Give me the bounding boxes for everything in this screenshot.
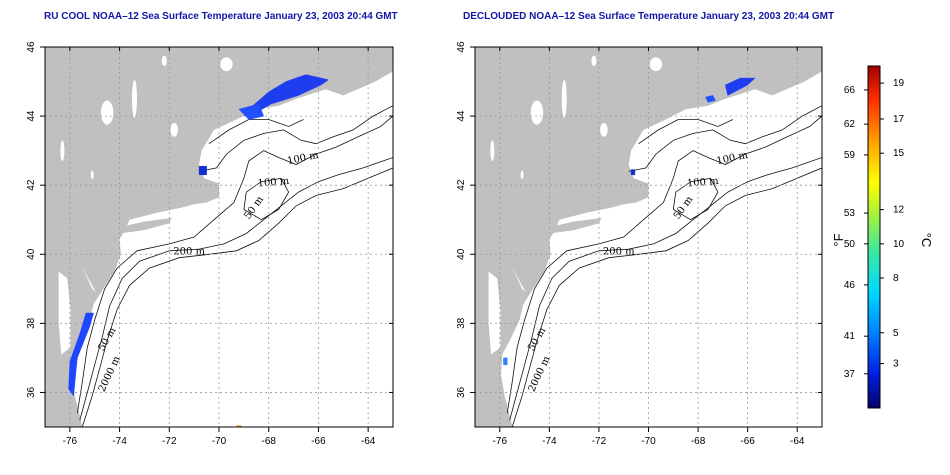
y-tick-label: 36 [26, 386, 37, 398]
contour-label: 200 m [173, 246, 205, 257]
long-island [549, 218, 602, 234]
land-mass [45, 47, 393, 427]
sst-patch [630, 169, 636, 176]
x-tick-label: -64 [790, 436, 805, 447]
sst-patch [725, 77, 756, 96]
inland-lake [530, 100, 544, 125]
y-tick-label: 42 [26, 179, 37, 191]
inland-lake [591, 55, 597, 66]
chesapeake-bay [58, 271, 71, 355]
depth-contour [243, 177, 290, 221]
x-tick-label: -74 [542, 436, 557, 447]
depth-contour [81, 167, 393, 427]
celsius-unit-label: °C [919, 233, 934, 248]
inland-lake [60, 140, 65, 161]
chesapeake-bay [488, 271, 501, 355]
depth-contour [628, 105, 822, 172]
x-tick-label: -76 [63, 436, 78, 447]
inland-lake [520, 170, 524, 179]
colorbar-c-label: 10 [893, 239, 905, 250]
x-tick-label: -76 [493, 436, 508, 447]
x-tick-label: -72 [592, 436, 607, 447]
contour-label: 100 m [257, 176, 290, 190]
nova-scotia [313, 47, 393, 96]
x-tick-label: -70 [641, 436, 656, 447]
colorbar-c-label: 15 [893, 148, 905, 159]
fahrenheit-unit-label: °F [831, 233, 846, 246]
inland-lake [600, 123, 608, 137]
colorbar-f-label: 37 [844, 369, 856, 380]
depth-contour [199, 105, 393, 172]
x-tick-label: -72 [162, 436, 177, 447]
colorbar-f-label: 59 [844, 150, 856, 161]
colorbar-c-label: 5 [893, 328, 899, 339]
inland-lake [170, 123, 178, 137]
y-tick-label: 40 [456, 248, 467, 260]
long-island [119, 218, 172, 234]
y-tick-label: 44 [26, 110, 37, 122]
x-tick-label: -70 [212, 436, 227, 447]
y-tick-label: 46 [26, 41, 37, 53]
sst-patch [236, 425, 242, 427]
colorbar-c-label: 12 [893, 205, 905, 216]
sst-patch [238, 103, 265, 120]
x-tick-label: -74 [112, 436, 127, 447]
inland-lake [490, 140, 495, 161]
inland-lake [649, 57, 663, 72]
inland-lake [561, 79, 567, 118]
x-tick-label: -66 [311, 436, 326, 447]
colorbar-f-label: 62 [844, 119, 856, 130]
depth-contour [208, 119, 304, 145]
colorbar-c-label: 19 [893, 78, 905, 89]
right-map-title: DECLOUDED NOAA–12 Sea Surface Temperatur… [463, 11, 835, 22]
nova-scotia [742, 47, 822, 96]
inland-lake [220, 57, 233, 72]
colorbar-f-label: 50 [844, 239, 856, 250]
colorbar-f-label: 41 [844, 331, 856, 342]
colorbar-f-label: 66 [844, 85, 856, 96]
depth-contour [509, 157, 822, 421]
depth-contour [79, 157, 393, 421]
y-tick-label: 38 [456, 317, 467, 329]
y-tick-label: 40 [26, 248, 37, 260]
y-tick-label: 38 [26, 317, 37, 329]
y-tick-label: 44 [456, 110, 467, 122]
colorbar-c-label: 3 [893, 359, 899, 370]
contour-label: 200 m [603, 246, 635, 257]
left-map-title: RU COOL NOAA–12 Sea Surface Temperature … [44, 11, 398, 22]
depth-contour [511, 167, 822, 427]
land-mass [475, 47, 822, 427]
sst-patch [68, 312, 94, 397]
inland-lake [132, 79, 137, 118]
sst-patch [705, 95, 716, 103]
colorbar-f-label: 46 [844, 280, 856, 291]
x-tick-label: -68 [261, 436, 276, 447]
contour-label: 100 m [687, 176, 720, 190]
depth-contour [506, 115, 822, 414]
depth-contour [672, 177, 719, 221]
depth-contour [638, 119, 733, 145]
colorbar-c-label: 17 [893, 114, 905, 125]
x-tick-label: -64 [361, 436, 376, 447]
x-tick-label: -66 [740, 436, 755, 447]
inland-lake [90, 170, 94, 179]
sst-patch [503, 357, 508, 366]
y-tick-label: 42 [456, 179, 467, 191]
inland-lake [100, 100, 114, 125]
colorbar-c-label: 8 [893, 273, 899, 284]
depth-contour [76, 115, 393, 414]
colorbar-f-label: 53 [844, 208, 856, 219]
y-tick-label: 36 [456, 386, 467, 398]
y-tick-label: 46 [456, 41, 467, 53]
x-tick-label: -68 [691, 436, 706, 447]
inland-lake [161, 55, 167, 66]
sst-patch [198, 165, 207, 176]
